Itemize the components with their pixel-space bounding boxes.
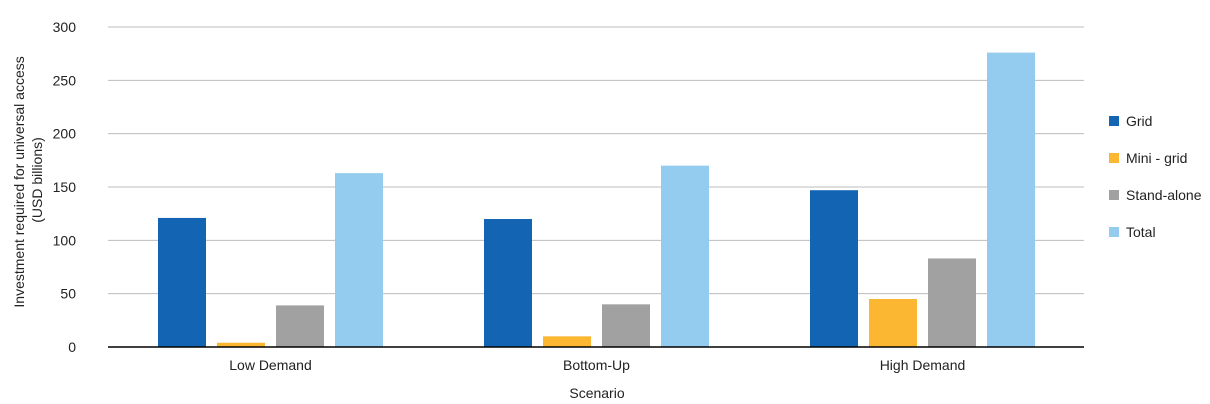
y-tick-label: 150	[53, 179, 77, 195]
x-tick-label: Low Demand	[229, 357, 312, 373]
legend-label: Total	[1126, 224, 1156, 240]
bar-mini-grid-bottom-up	[543, 336, 591, 347]
bar-total-low-demand	[335, 173, 383, 347]
legend-swatch	[1109, 190, 1119, 200]
y-tick-label: 0	[68, 339, 76, 355]
x-tick-label: Bottom-Up	[563, 357, 630, 373]
legend-swatch	[1109, 116, 1119, 126]
y-axis-title-line-1: Investment required for universal access	[11, 56, 27, 307]
legend-swatch	[1109, 153, 1119, 163]
bar-mini-grid-low-demand	[217, 342, 265, 347]
x-tick-label: High Demand	[880, 357, 966, 373]
x-axis-tick-labels: Low Demand Bottom-Up High Demand	[229, 357, 965, 373]
legend: Grid Mini - grid Stand-alone Total	[1109, 113, 1202, 240]
y-tick-label: 50	[60, 286, 76, 302]
y-tick-label: 100	[53, 232, 77, 248]
legend-swatch	[1109, 227, 1119, 237]
legend-label: Mini - grid	[1126, 150, 1187, 166]
y-axis-title-line-2: (USD billions)	[29, 137, 45, 223]
y-axis-title: Investment required for universal access…	[11, 52, 45, 307]
bar-total-bottom-up	[661, 165, 709, 347]
gridlines	[108, 26, 1084, 295]
y-tick-label: 200	[53, 126, 77, 142]
bar-grid-low-demand	[158, 217, 206, 347]
y-tick-label: 300	[53, 19, 77, 35]
bar-stand-alone-low-demand	[276, 305, 324, 347]
bar-grid-bottom-up	[484, 219, 532, 347]
x-axis-title: Scenario	[569, 385, 624, 401]
bars	[158, 52, 1035, 347]
bar-grid-high-demand	[810, 190, 858, 347]
bar-stand-alone-high-demand	[928, 258, 976, 347]
y-axis-tick-labels: 0 50 100 150 200 250 300	[53, 19, 77, 355]
y-tick-label: 250	[53, 72, 77, 88]
legend-label: Grid	[1126, 113, 1152, 129]
bar-mini-grid-high-demand	[869, 299, 917, 347]
bar-total-high-demand	[987, 52, 1035, 347]
legend-label: Stand-alone	[1126, 187, 1202, 203]
bar-stand-alone-bottom-up	[602, 304, 650, 347]
